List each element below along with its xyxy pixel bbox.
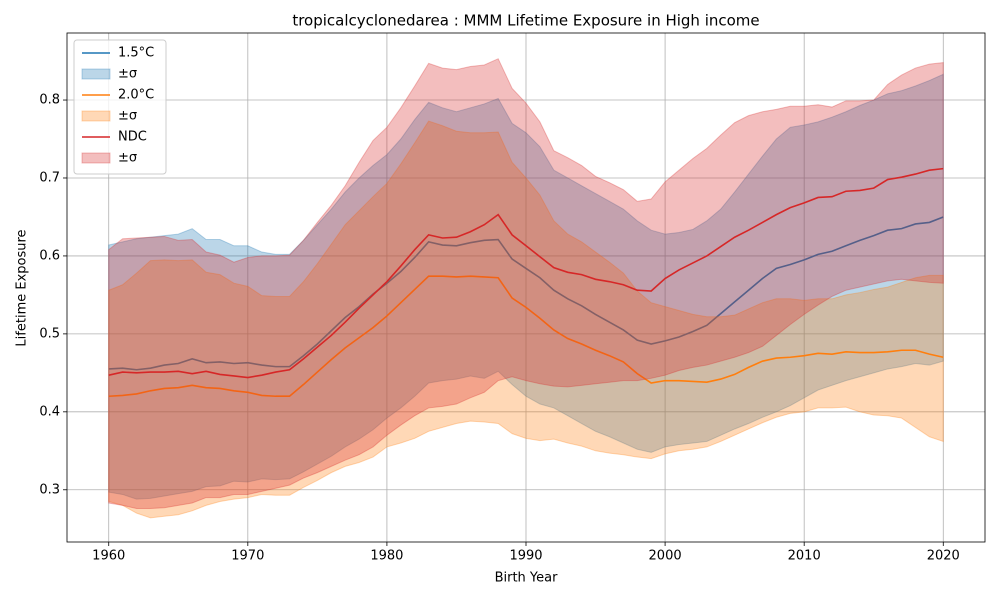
legend-label: ±σ [118, 151, 137, 166]
legend-label: ±σ [118, 109, 137, 124]
axes-layer: 1960 1970 1980 1990 2000 2010 2020 0.3 0.4 0.5 0.6… [39, 93, 960, 564]
series-line [108, 167, 944, 379]
legend-frame [73, 39, 167, 175]
legend-label: 2.0°C [118, 88, 154, 103]
x-axis-label: Birth Year [495, 571, 559, 586]
y-tick-label: 0.5 [39, 326, 60, 341]
x-tick-label: 2000 [649, 549, 682, 564]
y-tick-label: 0.3 [39, 482, 60, 497]
legend-patch [81, 110, 111, 122]
y-tick-label: 0.6 [39, 248, 60, 263]
sigma-band [108, 120, 944, 519]
grid-layer [67, 33, 985, 542]
y-tick-label: 0.8 [39, 93, 60, 108]
legend-patch [81, 152, 111, 164]
chart-title: tropicalcyclonedarea : MMM Lifetime Expo… [292, 12, 759, 30]
sigma-band [108, 58, 944, 509]
series-line [108, 216, 944, 371]
x-tick-label: 1980 [370, 549, 403, 564]
plot-layer [108, 58, 944, 519]
x-tick-label: 2020 [927, 549, 960, 564]
legend-label: NDC [118, 130, 147, 145]
y-axis-label: Lifetime Exposure [15, 229, 30, 346]
x-tick-label: 2010 [788, 549, 821, 564]
y-tick-label: 0.7 [39, 170, 60, 185]
legend-patch [81, 68, 111, 80]
x-tick-label: 1990 [509, 549, 542, 564]
x-tick-label: 1970 [231, 549, 264, 564]
legend-label: ±σ [118, 67, 137, 82]
y-tick-label: 0.4 [39, 404, 60, 419]
sigma-band [108, 73, 944, 500]
legend: 1.5°C ±σ 2.0°C ±σ NDC ±σ [73, 39, 167, 175]
x-tick-label: 1960 [92, 549, 125, 564]
legend-label: 1.5°C [118, 46, 154, 61]
series-line [108, 275, 944, 398]
